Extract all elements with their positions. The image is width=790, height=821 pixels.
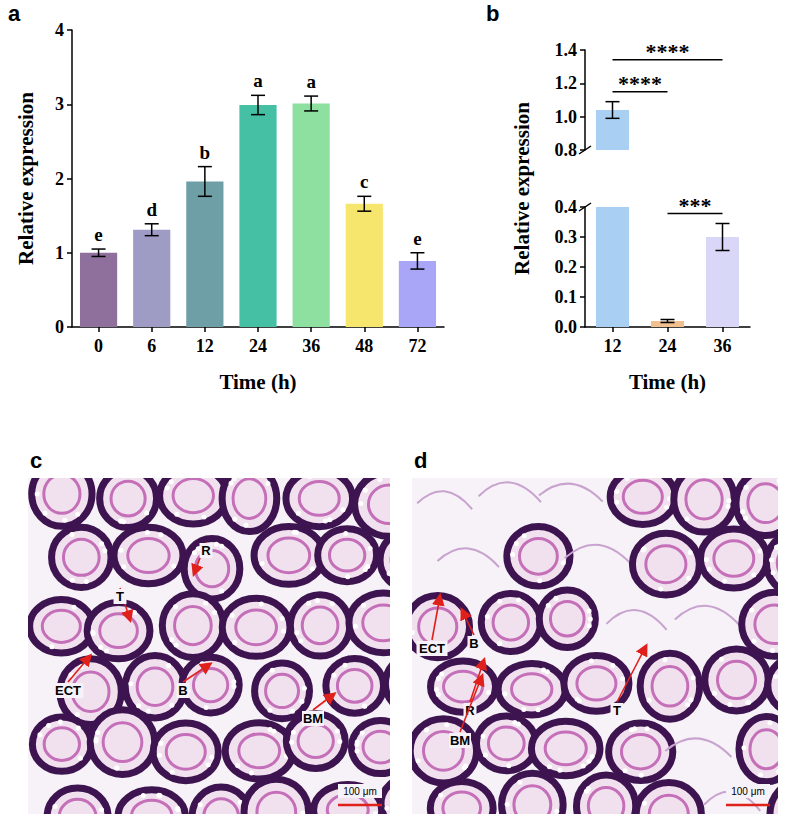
svg-text:1.0: 1.0 bbox=[555, 107, 578, 127]
svg-text:****: **** bbox=[646, 39, 690, 64]
svg-text:B: B bbox=[178, 683, 187, 698]
html-text:d: d bbox=[414, 448, 428, 473]
svg-text:24: 24 bbox=[249, 336, 267, 356]
svg-text:0: 0 bbox=[55, 317, 64, 337]
svg-text:b: b bbox=[486, 1, 499, 26]
svg-text:b: b bbox=[200, 142, 211, 163]
svg-text:B: B bbox=[469, 636, 478, 651]
svg-text:36: 36 bbox=[302, 336, 320, 356]
svg-text:a: a bbox=[8, 1, 21, 26]
svg-text:a: a bbox=[306, 71, 316, 92]
svg-text:0.3: 0.3 bbox=[555, 227, 578, 247]
svg-text:0.0: 0.0 bbox=[555, 317, 578, 337]
svg-text:0.1: 0.1 bbox=[555, 287, 578, 307]
svg-text:Relative expression: Relative expression bbox=[510, 102, 534, 275]
svg-text:R: R bbox=[465, 703, 475, 718]
svg-text:T: T bbox=[116, 589, 124, 604]
svg-text:1: 1 bbox=[55, 243, 64, 263]
svg-text:1.2: 1.2 bbox=[555, 73, 578, 93]
svg-text:ECT: ECT bbox=[55, 683, 81, 698]
svg-text:Time (h): Time (h) bbox=[629, 370, 706, 394]
svg-text:Relative expression: Relative expression bbox=[14, 92, 38, 265]
svg-text:2: 2 bbox=[55, 169, 64, 189]
svg-text:0: 0 bbox=[94, 336, 103, 356]
html-text:c: c bbox=[30, 448, 43, 473]
svg-text:e: e bbox=[94, 224, 102, 245]
svg-text:Time (h): Time (h) bbox=[219, 370, 296, 394]
svg-text:R: R bbox=[201, 543, 211, 558]
svg-text:e: e bbox=[413, 228, 421, 249]
svg-text:3: 3 bbox=[55, 94, 64, 114]
svg-text:12: 12 bbox=[604, 336, 622, 356]
svg-text:***: *** bbox=[679, 193, 712, 218]
svg-text:0.4: 0.4 bbox=[555, 197, 578, 217]
svg-text:6: 6 bbox=[147, 336, 156, 356]
svg-text:48: 48 bbox=[355, 336, 373, 356]
svg-text:a: a bbox=[253, 70, 263, 91]
svg-text:c: c bbox=[360, 171, 368, 192]
svg-text:T: T bbox=[613, 703, 621, 718]
svg-text:72: 72 bbox=[408, 336, 426, 356]
svg-text:0.2: 0.2 bbox=[555, 257, 578, 277]
svg-text:1.4: 1.4 bbox=[555, 40, 578, 60]
svg-text:d: d bbox=[146, 199, 157, 220]
svg-text:100 μm: 100 μm bbox=[343, 786, 377, 797]
svg-text:4: 4 bbox=[55, 20, 64, 40]
svg-text:24: 24 bbox=[659, 336, 677, 356]
svg-text:36: 36 bbox=[714, 336, 732, 356]
svg-text:BM: BM bbox=[303, 711, 323, 726]
svg-text:12: 12 bbox=[196, 336, 214, 356]
svg-text:0.8: 0.8 bbox=[555, 140, 578, 160]
svg-text:****: **** bbox=[618, 71, 662, 96]
svg-text:ECT: ECT bbox=[419, 641, 445, 656]
svg-text:100 μm: 100 μm bbox=[731, 786, 765, 797]
svg-text:BM: BM bbox=[450, 733, 470, 748]
